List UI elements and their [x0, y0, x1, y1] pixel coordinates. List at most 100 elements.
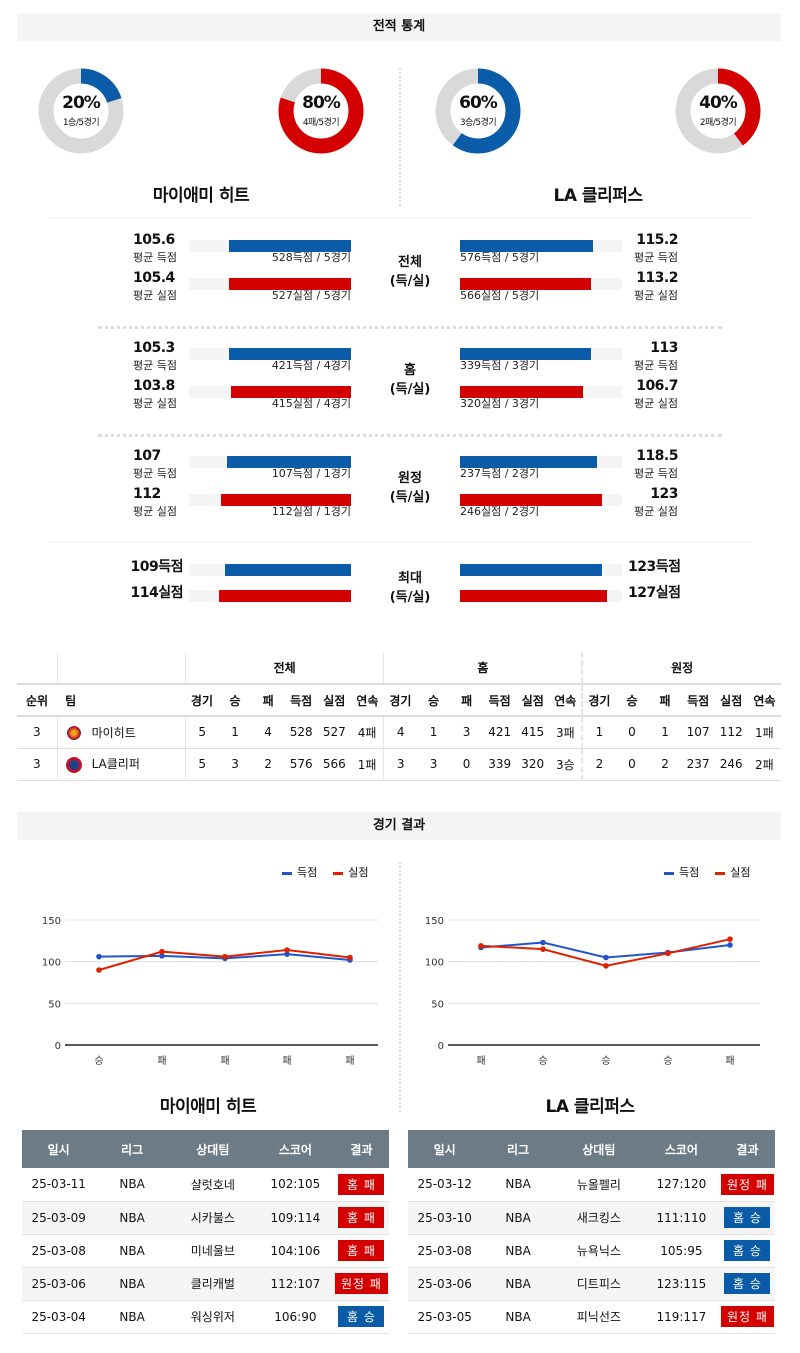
chart-divider [399, 862, 401, 1112]
data-point [347, 954, 353, 961]
stat-caption: 339득점 / 3경기 [460, 359, 540, 372]
donut-fill [435, 68, 521, 154]
stat-cell: 4패 [350, 716, 384, 749]
result-row: 25-03-08 NBA 뉴욕닉스 105:95 홈 승 [408, 1234, 775, 1268]
standings-table: 전체 홈 원정 순위 팀 경기 승 패 득점 실점 연속 경기 승 패 득점 실점 연속 경기 승 패 득점 실점 연속 3 마… [17, 652, 781, 781]
x-tick-label: 승 [663, 1055, 672, 1067]
stat-value: 113 [650, 340, 678, 356]
x-tick-label: 승 [601, 1055, 610, 1067]
stat-value: 115.2 [636, 232, 678, 248]
legend-item[interactable]: 실점 [715, 864, 751, 880]
divider [50, 218, 750, 219]
column-header: 패 [251, 684, 285, 717]
stat-value: 103.8 [133, 378, 175, 394]
stats-section-header: 전적 통계 [17, 13, 781, 41]
stat-cell: 5 [184, 716, 219, 749]
result-badge: 원정 패 [334, 1273, 388, 1294]
stat-cell: 3승 [549, 748, 583, 781]
stat-value: 105.4 [133, 270, 175, 286]
result-cell: 홈 승 [719, 1234, 775, 1268]
stat-bar-track [189, 564, 351, 576]
stat-bar-track [460, 278, 622, 290]
stat-bar-track [460, 494, 622, 506]
stat-cell: 1 [648, 716, 682, 749]
result-row: 25-03-10 NBA 새크킹스 111:110 홈 승 [408, 1201, 775, 1235]
column-header: 리그 [95, 1130, 169, 1168]
x-tick-label: 승 [538, 1055, 547, 1067]
stat-label: 평균 실점 [634, 505, 678, 518]
legend-swatch [333, 871, 344, 875]
standings-row: 3 LA클리퍼 5 3 2 576 566 1패 3 3 0 339 320 3승 2 0 2 237 246 2패 [17, 748, 781, 781]
column-header: 상대팀 [168, 1130, 257, 1168]
league: NBA [481, 1267, 555, 1301]
result-badge: 원정 패 [720, 1306, 774, 1327]
stat-cell: 528 [284, 716, 318, 749]
column-header: 득점 [681, 684, 715, 717]
away-results-title: LA 클리퍼스 [545, 1097, 635, 1117]
divider [50, 541, 750, 542]
y-tick-label: 0 [438, 1041, 444, 1052]
stat-caption: 528득점 / 5경기 [271, 251, 351, 264]
result-row: 25-03-12 NBA 뉴올펠리 127:120 원정 패 [408, 1168, 775, 1202]
stat-cell: 1패 [747, 716, 781, 749]
results-charts: 0 50 100 150 승 패 패 패 패 0 50 100 150 패 승 승 승 패 [42, 916, 760, 1067]
column-header: 득점 [483, 684, 517, 717]
team-cell[interactable]: LA클리퍼 [56, 748, 186, 781]
stat-bar-track [189, 386, 351, 398]
standings-row: 3 마이히트 5 1 4 528 527 4패 4 1 3 421 415 3패 1 0 1 107 112 1패 [17, 716, 781, 749]
legend-label: 득점 [297, 866, 318, 879]
stat-bar [460, 348, 591, 360]
legend-item[interactable]: 득점 [664, 864, 699, 880]
stat-value: 107 [133, 448, 161, 464]
group-header: 원정 [581, 652, 781, 685]
result-row: 25-03-05 NBA 피닉선즈 119:117 원정 패 [408, 1300, 775, 1334]
stat-bar [221, 494, 351, 506]
stat-bar [229, 278, 351, 290]
data-point [284, 947, 290, 953]
result-row: 25-03-11 NBA 샬럿호네 102:105 홈 패 [22, 1168, 389, 1202]
column-header: 스코어 [256, 1130, 334, 1168]
section-sublabel: (득/실) [389, 382, 431, 397]
stat-cell: 0 [450, 748, 484, 781]
result-badge: 홈 패 [338, 1240, 385, 1261]
team-cell[interactable]: 마이히트 [56, 716, 186, 749]
legend-item[interactable]: 득점 [282, 864, 317, 880]
opponent: 시카불스 [168, 1201, 257, 1235]
stat-cell: 576 [284, 748, 318, 781]
stat-cell: 2 [581, 748, 616, 781]
stat-bar-track [189, 278, 351, 290]
column-header: 실점 [714, 684, 748, 717]
result-badge: 홈 패 [338, 1207, 385, 1228]
column-header: 실점 [317, 684, 351, 717]
legend-swatch [715, 871, 726, 875]
header-row: 일시 리그 상대팀 스코어 결과 [22, 1130, 389, 1168]
stat-cell: 3패 [549, 716, 583, 749]
away-results-table: 일시 리그 상대팀 스코어 결과 25-03-12 NBA 뉴올펠리 127:120 원정 패 25… [408, 1130, 775, 1334]
column-header: 연속 [549, 684, 583, 717]
x-tick-label: 패 [220, 1055, 229, 1067]
stat-label: 평균 실점 [133, 505, 177, 518]
stat-value: 105.6 [133, 232, 175, 248]
stat-label: 평균 실점 [133, 397, 177, 410]
x-tick-label: 승 [94, 1055, 103, 1067]
stat-bar [460, 456, 598, 468]
score: 102:105 [256, 1168, 334, 1202]
stat-cell: 3 [450, 716, 484, 749]
score: 112:107 [256, 1267, 334, 1301]
y-tick-label: 150 [42, 916, 61, 927]
donut-record: 2패/5경기 [699, 118, 737, 128]
data-point [159, 948, 165, 955]
away-team-name: LA 클리퍼스 [553, 186, 643, 206]
stat-cell: 0 [615, 716, 649, 749]
stat-caption: 415실점 / 4경기 [271, 397, 351, 410]
column-header: 승 [416, 684, 451, 717]
stat-bar-track [189, 456, 351, 468]
result-badge: 홈 승 [724, 1207, 771, 1228]
legend-item[interactable]: 실점 [333, 864, 369, 880]
stat-section-label: 원정 (득/실) [380, 469, 440, 507]
result-badge: 홈 승 [724, 1273, 771, 1294]
column-header: 득점 [284, 684, 318, 717]
group-header: 전체 [184, 652, 384, 685]
stat-value: 114실점 [130, 585, 184, 601]
donut-fill [278, 68, 364, 154]
